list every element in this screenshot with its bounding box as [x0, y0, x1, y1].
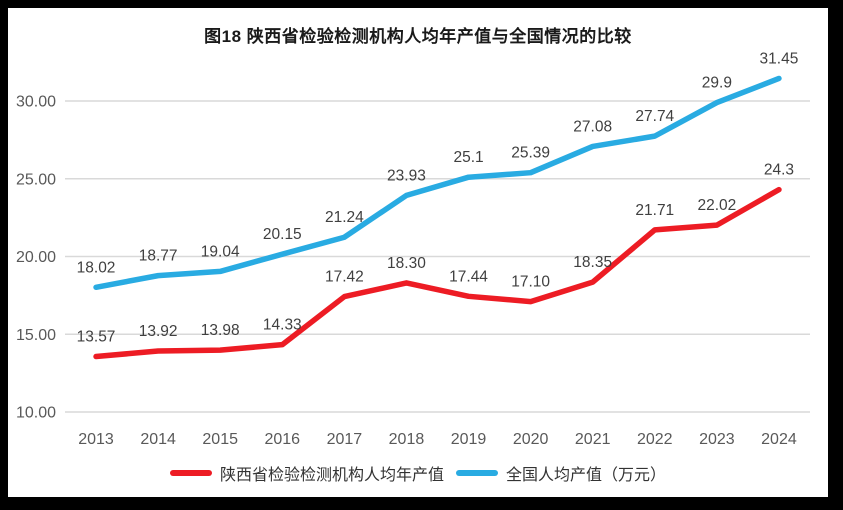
y-tick-label: 10.00 — [16, 405, 56, 422]
data-label: 21.71 — [635, 202, 674, 219]
data-label: 18.30 — [387, 255, 426, 272]
legend-label-shaanxi: 陕西省检验检测机构人均年产值 — [219, 467, 444, 484]
data-label: 21.24 — [325, 209, 364, 226]
y-tick-label: 20.00 — [16, 249, 56, 266]
data-label: 31.45 — [760, 50, 799, 67]
data-label: 17.10 — [511, 274, 550, 291]
chart-area: 30.00 25.00 20.00 15.00 10.00 2013 2014 2015 201… — [8, 8, 828, 497]
data-label: 17.42 — [325, 269, 364, 286]
x-tick-label: 2017 — [327, 431, 363, 448]
data-label: 27.74 — [635, 108, 674, 125]
x-tick-label: 2016 — [264, 431, 300, 448]
legend-swatch-national — [456, 470, 498, 476]
y-tick-label: 15.00 — [16, 327, 56, 344]
legend: 陕西省检验检测机构人均年产值 全国人均产值（万元） — [8, 461, 828, 485]
data-label: 18.77 — [139, 248, 178, 265]
x-tick-label: 2022 — [637, 431, 673, 448]
x-tick-label: 2018 — [389, 431, 425, 448]
line-chart: 30.00 25.00 20.00 15.00 10.00 2013 2014 2015 201… — [16, 50, 810, 448]
legend-label-national: 全国人均产值（万元） — [506, 467, 667, 484]
y-tick-label: 30.00 — [16, 94, 56, 111]
data-label: 24.3 — [764, 162, 794, 179]
x-tick-label: 2021 — [575, 431, 611, 448]
data-label: 25.1 — [453, 149, 483, 166]
x-tick-label: 2015 — [202, 431, 238, 448]
data-label: 13.57 — [77, 328, 116, 345]
data-label: 13.98 — [201, 322, 240, 339]
data-label: 25.39 — [511, 145, 550, 162]
data-label: 14.33 — [263, 317, 302, 334]
data-label: 13.92 — [139, 323, 178, 340]
y-tick-label: 25.00 — [16, 171, 56, 188]
data-label: 17.44 — [449, 268, 488, 285]
series-line — [93, 186, 782, 360]
x-tick-label: 2024 — [761, 431, 797, 448]
x-tick-label: 2019 — [451, 431, 487, 448]
data-label: 19.04 — [201, 243, 240, 260]
data-label: 29.9 — [702, 75, 732, 92]
x-tick-label: 2013 — [78, 431, 114, 448]
data-label: 18.35 — [573, 254, 612, 271]
x-tick-label: 2014 — [140, 431, 176, 448]
x-tick-label: 2023 — [699, 431, 735, 448]
data-label: 22.02 — [697, 197, 736, 214]
data-label: 27.08 — [573, 118, 612, 135]
legend-item-shaanxi: 陕西省检验检测机构人均年产值 — [169, 461, 444, 485]
data-label: 20.15 — [263, 226, 302, 243]
data-label: 18.02 — [77, 259, 116, 276]
series-line — [93, 75, 782, 291]
chart-title: 图18 陕西省检验检测机构人均年产值与全国情况的比较 — [204, 27, 632, 46]
data-label: 23.93 — [387, 167, 426, 184]
x-tick-label: 2020 — [513, 431, 549, 448]
legend-swatch-shaanxi — [169, 470, 212, 476]
legend-item-national: 全国人均产值（万元） — [456, 461, 666, 485]
